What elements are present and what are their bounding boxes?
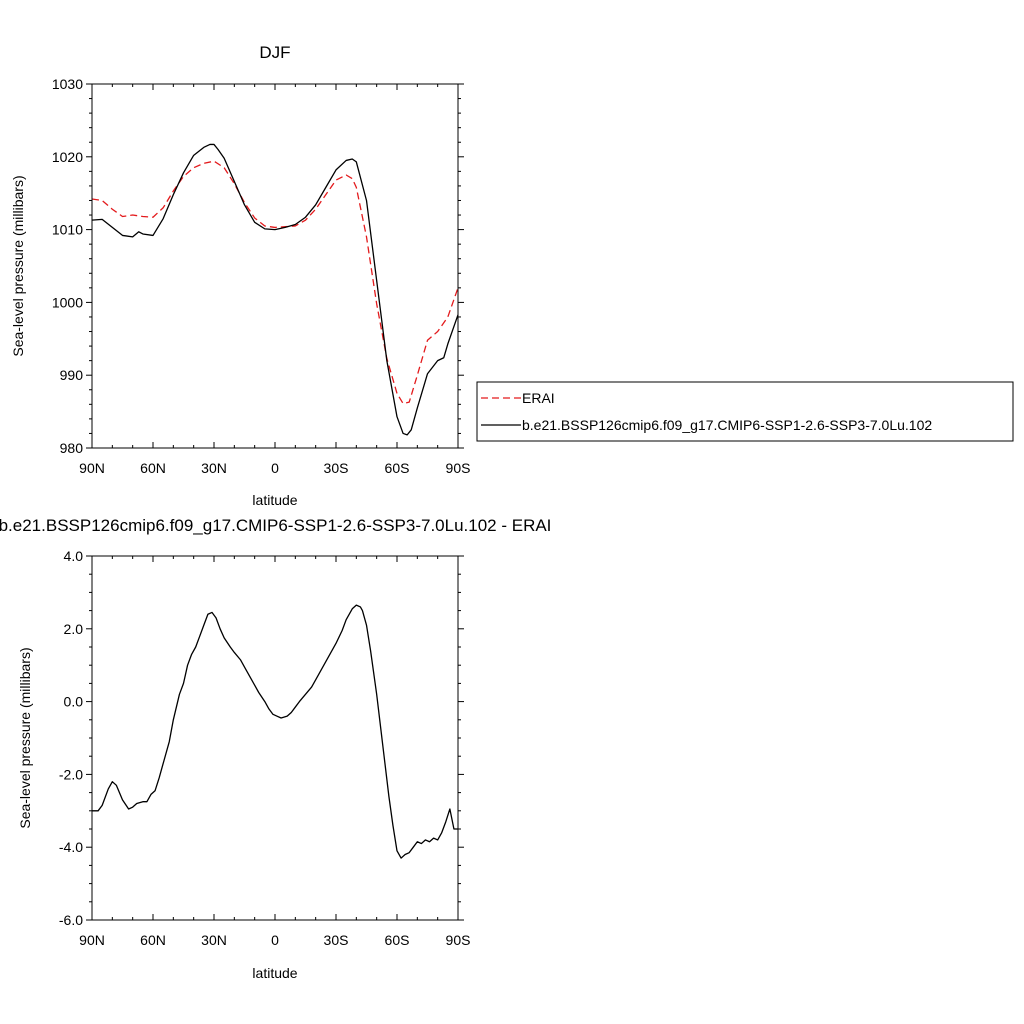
legend-box <box>476 381 1014 442</box>
top-x-axis-label: latitude <box>252 492 297 508</box>
bottom-x-axis-label: latitude <box>252 965 297 981</box>
bottom-series-line-0 <box>92 604 458 859</box>
top-x-tick-label: 60N <box>140 460 166 476</box>
top-chart-title: DJF <box>259 43 290 62</box>
bottom-y-tick-label: -2.0 <box>59 766 83 782</box>
bottom-series-group <box>92 604 458 859</box>
top-x-tick-label: 60S <box>385 460 410 476</box>
top-x-tick-label: 30S <box>324 460 349 476</box>
bottom-panel: b.e21.BSSP126cmip6.f09_g17.CMIP6-SSP1-2.… <box>0 516 551 981</box>
legend-label-model: b.e21.BSSP126cmip6.f09_g17.CMIP6-SSP1-2.… <box>522 417 932 433</box>
top-y-tick-label: 1030 <box>52 76 83 92</box>
bottom-y-tick-label: 4.0 <box>64 548 84 564</box>
top-panel: DJF 90N 60N 30N 0 30S 60S 90S 980 990 1000 1010 102… <box>10 43 470 508</box>
legend: ERAI b.e21.BSSP126cmip6.f09_g17.CMIP6-SS… <box>476 381 1014 442</box>
bottom-x-tick-label: 30N <box>201 932 227 948</box>
bottom-x-tick-label: 0 <box>271 932 279 948</box>
top-y-axis-label: Sea-level pressure (millibars) <box>10 175 26 356</box>
top-x-tick-label: 30N <box>201 460 227 476</box>
top-y-tick-label: 1010 <box>52 222 83 238</box>
bottom-x-tick-label: 60N <box>140 932 166 948</box>
bottom-y-tick-label: -4.0 <box>59 839 83 855</box>
top-x-tick-label: 90N <box>79 460 105 476</box>
top-x-tick-label: 90S <box>446 460 471 476</box>
top-series-line-1 <box>91 143 459 436</box>
top-series-line-0 <box>91 160 459 405</box>
top-y-tick-label: 1000 <box>52 294 83 310</box>
bottom-x-tick-label: 90N <box>79 932 105 948</box>
top-y-tick-label: 980 <box>60 440 84 456</box>
bottom-y-tick-label: -6.0 <box>59 912 83 928</box>
bottom-y-axis-label: Sea-level pressure (millibars) <box>17 647 33 828</box>
top-x-tick-label: 0 <box>271 460 279 476</box>
bottom-y-tick-label: 0.0 <box>64 694 84 710</box>
bottom-ticks-group: 90N 60N 30N 0 30S 60S 90S -6.0 -4.0 -2.0 0.0 2.0 4.0 <box>59 548 471 948</box>
bottom-chart-title: b.e21.BSSP126cmip6.f09_g17.CMIP6-SSP1-2.… <box>0 516 551 535</box>
top-y-tick-label: 990 <box>60 367 84 383</box>
bottom-x-tick-label: 90S <box>446 932 471 948</box>
top-y-tick-label: 1020 <box>52 149 83 165</box>
bottom-x-tick-label: 30S <box>324 932 349 948</box>
top-ticks-group: 90N 60N 30N 0 30S 60S 90S 980 990 1000 1010 1020 103… <box>52 76 471 476</box>
top-plot-frame <box>91 83 459 449</box>
top-series-group <box>91 143 459 436</box>
bottom-plot-frame <box>91 555 459 921</box>
bottom-x-tick-label: 60S <box>385 932 410 948</box>
bottom-y-tick-label: 2.0 <box>64 621 84 637</box>
legend-label-erai: ERAI <box>522 390 555 406</box>
